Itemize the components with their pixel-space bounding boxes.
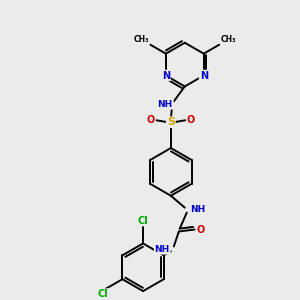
Text: S: S bbox=[167, 117, 175, 127]
Text: O: O bbox=[187, 115, 195, 125]
Text: CH₃: CH₃ bbox=[134, 35, 149, 44]
Text: Cl: Cl bbox=[138, 216, 148, 226]
Text: N: N bbox=[162, 70, 170, 80]
Text: O: O bbox=[196, 224, 205, 235]
Text: NH: NH bbox=[190, 205, 205, 214]
Text: O: O bbox=[147, 115, 155, 125]
Text: Cl: Cl bbox=[98, 289, 109, 299]
Text: NH: NH bbox=[158, 100, 173, 109]
Text: NH: NH bbox=[154, 245, 170, 254]
Text: CH₃: CH₃ bbox=[220, 35, 236, 44]
Text: N: N bbox=[200, 70, 208, 80]
